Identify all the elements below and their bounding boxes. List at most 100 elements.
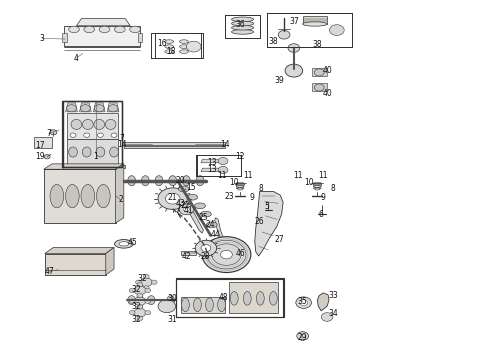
Ellipse shape [179, 45, 188, 48]
Ellipse shape [50, 184, 64, 208]
Circle shape [315, 84, 324, 91]
Text: 10: 10 [305, 178, 314, 187]
Polygon shape [94, 103, 105, 112]
Circle shape [137, 305, 143, 309]
Circle shape [218, 157, 228, 165]
Ellipse shape [256, 292, 264, 305]
Ellipse shape [97, 166, 106, 168]
Text: 14: 14 [220, 140, 230, 149]
Ellipse shape [194, 298, 201, 312]
Polygon shape [124, 145, 225, 148]
Text: 39: 39 [274, 76, 284, 85]
Circle shape [186, 41, 201, 52]
Circle shape [144, 274, 149, 279]
Ellipse shape [303, 22, 327, 26]
Ellipse shape [165, 45, 173, 48]
Ellipse shape [238, 188, 243, 190]
Circle shape [296, 297, 312, 309]
Text: 10: 10 [229, 178, 239, 187]
Circle shape [195, 240, 217, 256]
Circle shape [321, 313, 333, 321]
Text: 15: 15 [186, 183, 196, 192]
Ellipse shape [182, 176, 190, 186]
Ellipse shape [179, 50, 188, 53]
Ellipse shape [97, 184, 110, 208]
Ellipse shape [81, 184, 95, 208]
Circle shape [330, 25, 344, 36]
Ellipse shape [128, 296, 136, 305]
Ellipse shape [206, 298, 214, 312]
Circle shape [84, 133, 90, 137]
Circle shape [288, 44, 300, 52]
Polygon shape [106, 247, 114, 275]
Text: 41: 41 [184, 206, 194, 215]
Text: 1: 1 [94, 152, 98, 161]
Text: 12: 12 [235, 152, 245, 161]
Circle shape [137, 293, 143, 298]
Circle shape [129, 311, 135, 315]
Text: 20: 20 [176, 176, 185, 185]
Circle shape [70, 133, 76, 137]
Ellipse shape [147, 296, 155, 305]
Text: 32: 32 [132, 285, 141, 294]
Circle shape [50, 130, 57, 135]
Text: 32: 32 [132, 315, 141, 324]
Ellipse shape [270, 292, 277, 305]
Text: 42: 42 [182, 252, 191, 261]
Text: 6: 6 [318, 210, 323, 219]
Polygon shape [44, 169, 116, 223]
Circle shape [202, 237, 251, 273]
Text: 4: 4 [74, 54, 79, 63]
Circle shape [144, 286, 149, 290]
Text: 44: 44 [211, 230, 220, 239]
Text: 21: 21 [168, 193, 177, 202]
Ellipse shape [130, 26, 141, 33]
Text: 16: 16 [157, 39, 167, 48]
Text: 46: 46 [235, 249, 245, 258]
Text: 43: 43 [175, 199, 185, 208]
Ellipse shape [67, 166, 76, 168]
Text: 7: 7 [120, 134, 124, 143]
Polygon shape [124, 142, 225, 145]
Text: 13: 13 [207, 158, 217, 167]
Ellipse shape [99, 26, 110, 33]
Polygon shape [189, 211, 203, 233]
Ellipse shape [84, 26, 95, 33]
Polygon shape [181, 251, 196, 255]
Text: 23: 23 [224, 192, 234, 201]
Ellipse shape [128, 176, 136, 186]
Polygon shape [318, 293, 329, 311]
Polygon shape [62, 33, 67, 42]
Ellipse shape [142, 176, 149, 186]
Text: 9: 9 [250, 193, 255, 202]
Polygon shape [67, 139, 118, 164]
Polygon shape [229, 282, 278, 314]
Ellipse shape [71, 120, 82, 130]
Text: 8: 8 [259, 184, 264, 193]
Text: 34: 34 [328, 309, 338, 318]
Ellipse shape [167, 296, 174, 305]
Text: 11: 11 [293, 171, 302, 180]
Circle shape [44, 154, 50, 159]
Text: 31: 31 [168, 315, 177, 324]
Circle shape [129, 299, 135, 303]
Text: 13: 13 [207, 165, 217, 174]
Circle shape [129, 288, 135, 293]
Text: 24: 24 [205, 220, 215, 229]
Text: 32: 32 [138, 274, 147, 283]
Ellipse shape [230, 292, 238, 305]
Circle shape [300, 334, 305, 338]
Ellipse shape [110, 147, 119, 157]
Ellipse shape [115, 239, 133, 248]
Circle shape [137, 316, 143, 320]
Polygon shape [44, 164, 124, 169]
Ellipse shape [112, 166, 121, 168]
Circle shape [297, 332, 309, 340]
Circle shape [201, 244, 211, 252]
Circle shape [158, 188, 187, 210]
Ellipse shape [96, 147, 105, 157]
Polygon shape [67, 113, 118, 139]
Circle shape [134, 286, 146, 295]
Ellipse shape [165, 40, 173, 43]
Text: 37: 37 [289, 17, 299, 26]
